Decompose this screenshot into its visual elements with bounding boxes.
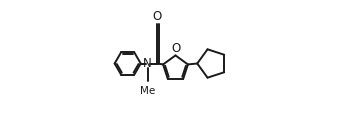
Text: O: O [153, 10, 162, 23]
Text: Me: Me [140, 86, 155, 96]
Text: O: O [171, 42, 180, 55]
Text: N: N [143, 57, 152, 70]
